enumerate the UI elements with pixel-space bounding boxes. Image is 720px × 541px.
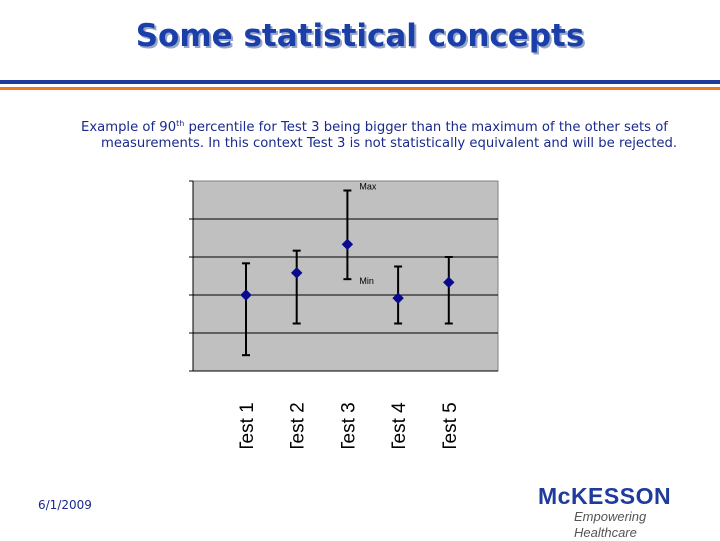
mckesson-logo: McKESSON Empowering Healthcare (538, 483, 706, 541)
data-point (341, 238, 354, 251)
body-text-end: percentile for Test 3 being bigger than … (101, 120, 678, 151)
data-point (290, 267, 303, 279)
slide-title: Some statistical concepts (135, 18, 585, 54)
body-text-start: Example of 90 (81, 120, 177, 135)
title-rule-orange (0, 87, 720, 90)
data-point (392, 292, 404, 304)
x-tick-label: Test 5 (440, 402, 461, 448)
data-point (240, 289, 252, 301)
body-paragraph: Example of 90th percentile for Test 3 be… (81, 120, 686, 151)
title-rule-blue (0, 80, 720, 84)
annotation-label: Max (359, 182, 377, 192)
error-bar-chart: Test 1 Test 2 Test 3 Test 4 Test 5 Max Min (189, 180, 499, 448)
logo-tagline: Empowering Healthcare (574, 509, 647, 540)
data-point (443, 276, 455, 289)
x-tick-label: Test 2 (288, 402, 309, 448)
x-tick-label: Test 3 (338, 402, 359, 448)
x-tick-label: Test 1 (237, 402, 258, 448)
logo-wordmark: McKESSON (538, 483, 672, 509)
body-text-superscript: th (176, 119, 185, 128)
annotation-label: Min (359, 276, 374, 286)
plot-area (192, 180, 499, 372)
x-tick-label: Test 4 (389, 402, 410, 448)
footer-date: 6/1/2009 (38, 498, 92, 512)
